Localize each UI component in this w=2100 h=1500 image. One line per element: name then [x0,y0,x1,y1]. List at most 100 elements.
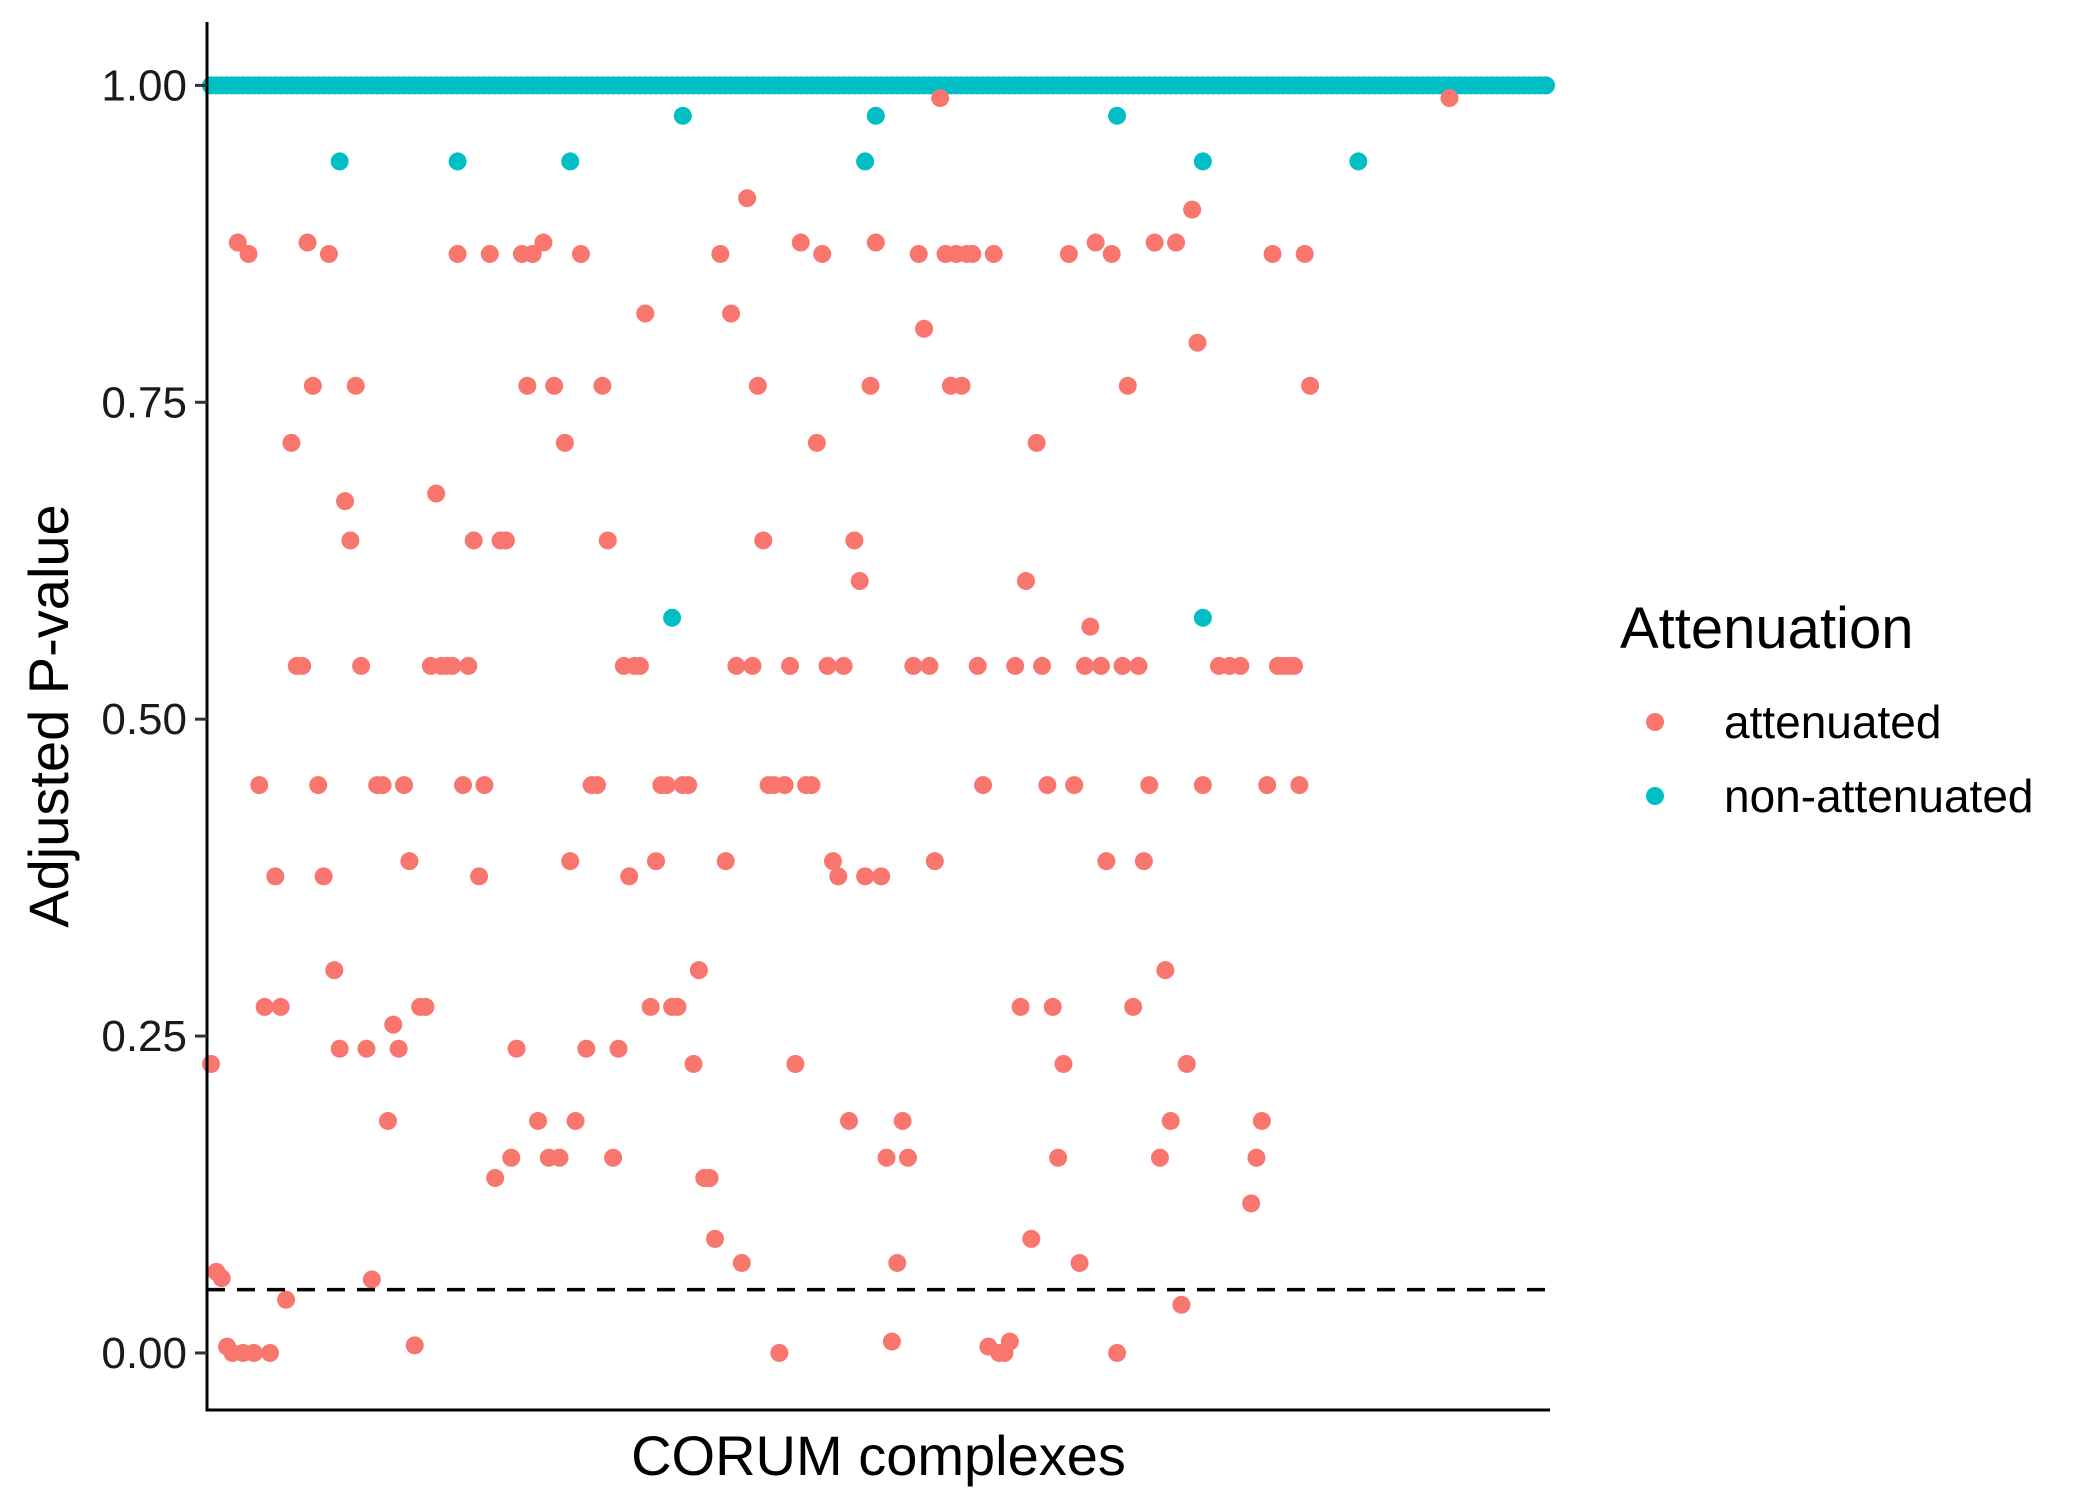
data-point-attenuated [577,1039,596,1058]
data-point-attenuated [1065,776,1084,795]
data-point-non-attenuated [1108,106,1127,125]
data-point-attenuated [877,1148,896,1167]
data-point-attenuated [856,867,875,886]
data-point-attenuated [427,484,446,503]
data-point-attenuated [1006,656,1025,675]
data-point-attenuated [250,776,269,795]
data-point-attenuated [384,1015,403,1034]
data-point-non-attenuated [1193,608,1212,627]
data-point-attenuated [1108,1343,1127,1362]
data-point-attenuated [641,997,660,1016]
data-point-attenuated [1075,656,1094,675]
data-point-attenuated [1258,776,1277,795]
data-point-attenuated [277,1290,296,1309]
data-point-attenuated [657,776,676,795]
y-tick-label: 1.00 [101,61,187,110]
data-point-attenuated [732,1253,751,1272]
data-point-attenuated [974,776,993,795]
data-point-attenuated [1145,233,1164,252]
data-point-attenuated [689,961,708,980]
data-point-attenuated [823,852,842,871]
y-tick-label: 0.25 [101,1012,187,1061]
data-point-attenuated [748,376,767,395]
data-point-attenuated [840,1111,859,1130]
data-point-attenuated [1038,776,1057,795]
data-point-attenuated [362,1270,381,1289]
data-point-attenuated [202,1054,220,1073]
data-point-attenuated [1150,1148,1169,1167]
legend-title: Attenuation [1620,596,1913,661]
data-point-attenuated [1440,89,1459,108]
y-axis-title: Adjusted P-value [17,504,80,927]
x-axis-title: CORUM complexes [631,1424,1126,1487]
data-point-attenuated [555,433,574,452]
data-point-attenuated [754,531,773,550]
data-point-attenuated [545,376,564,395]
data-point-attenuated [888,1253,907,1272]
data-point-attenuated [904,656,923,675]
data-point-non-attenuated [1349,152,1368,171]
data-point-attenuated [480,244,499,263]
y-axis-ticks: 0.00 0.25 0.50 0.75 1.00 [101,61,207,1378]
data-point-attenuated [845,531,864,550]
data-point-attenuated [550,1148,569,1167]
data-point-attenuated [271,997,290,1016]
data-point-attenuated [668,997,687,1016]
data-point-attenuated [1070,1253,1089,1272]
data-point-attenuated [630,656,649,675]
data-point-attenuated [1285,656,1304,675]
data-point-attenuated [850,572,869,591]
data-point-attenuated [1140,776,1159,795]
data-point-attenuated [1118,376,1137,395]
data-point-attenuated [1033,656,1052,675]
data-point-attenuated [818,656,837,675]
data-point-attenuated [834,656,853,675]
data-point-attenuated [1290,776,1309,795]
data-point-attenuated [598,531,617,550]
data-point-attenuated [1129,656,1148,675]
data-point-attenuated [684,1054,703,1073]
data-point-attenuated [298,233,317,252]
data-point-attenuated [829,867,848,886]
data-point-attenuated [1295,244,1314,263]
data-point-attenuated [443,656,462,675]
legend-key-attenuated [1646,713,1664,731]
data-point-attenuated [1301,376,1320,395]
data-point-attenuated [952,376,971,395]
data-point-attenuated [529,1111,548,1130]
data-point-attenuated [1161,1111,1180,1130]
data-point-attenuated [1231,656,1250,675]
legend-label-attenuated: attenuated [1724,696,1941,748]
data-point-attenuated [228,233,247,252]
legend-key-non-attenuated [1646,787,1664,805]
data-point-attenuated [453,776,472,795]
data-point-attenuated [1081,617,1100,636]
data-point-attenuated [282,433,301,452]
legend-items: attenuated non-attenuated [1646,696,2034,822]
data-point-attenuated [1193,776,1212,795]
data-point-attenuated [1054,1054,1073,1073]
data-point-attenuated [566,1111,585,1130]
data-point-attenuated [1183,200,1202,219]
data-point-attenuated [807,433,826,452]
data-point-non-attenuated [856,152,875,171]
data-point-attenuated [786,1054,805,1073]
data-point-attenuated [319,244,338,263]
data-point-attenuated [866,233,885,252]
data-point-attenuated [534,233,553,252]
data-point-attenuated [389,1039,408,1058]
data-point-non-attenuated [561,152,580,171]
data-point-attenuated [722,304,741,323]
data-point-attenuated [984,244,1003,263]
data-point-attenuated [609,1039,628,1058]
data-point-non-attenuated [448,152,467,171]
data-point-attenuated [378,1111,397,1130]
data-point-attenuated [861,376,880,395]
data-point-attenuated [711,244,730,263]
data-point-attenuated [470,867,489,886]
data-point-non-attenuated [330,152,349,171]
data-point-attenuated [1177,1054,1196,1073]
data-point-attenuated [1167,233,1186,252]
data-point-attenuated [507,1039,526,1058]
